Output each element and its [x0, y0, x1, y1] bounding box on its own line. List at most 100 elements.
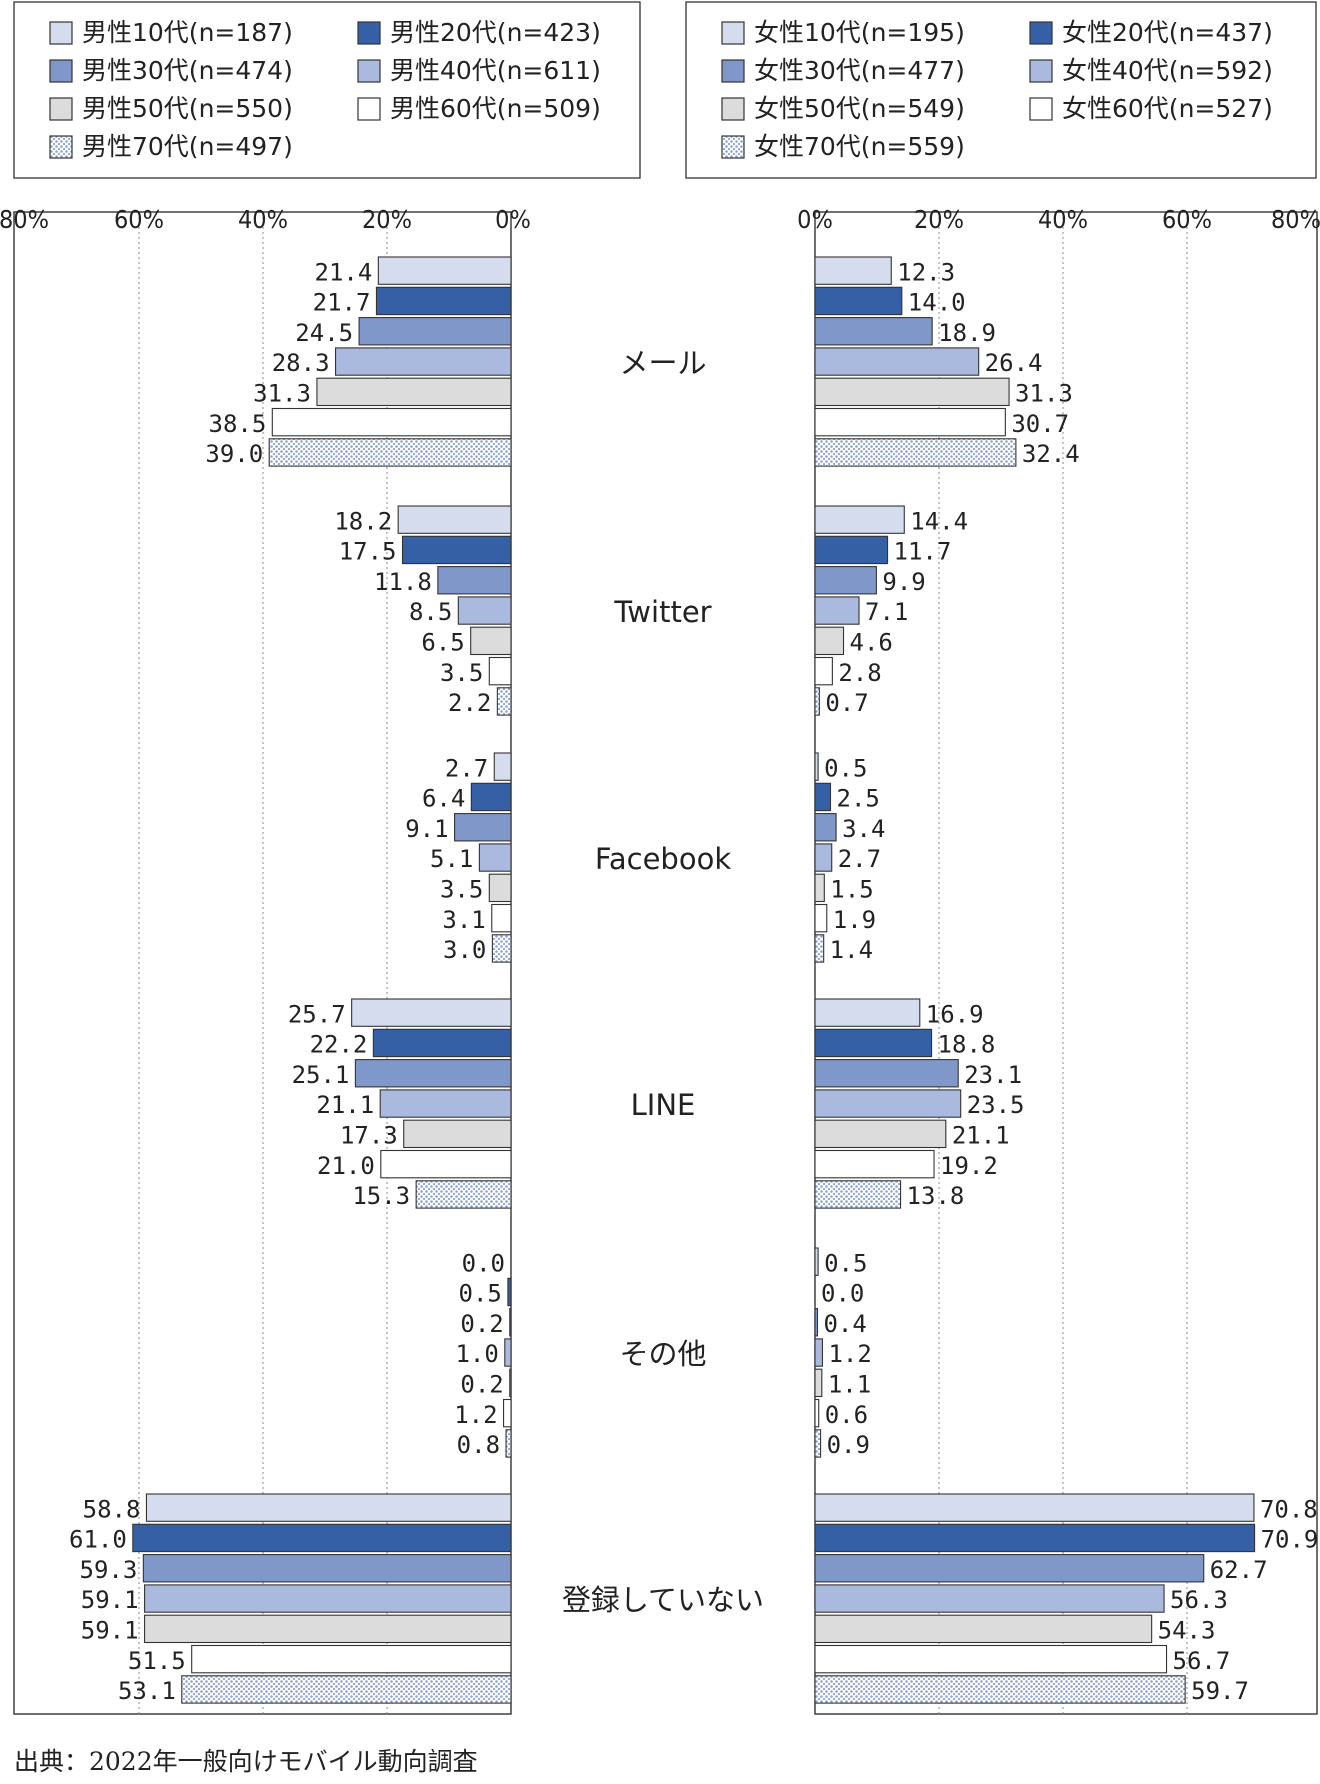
legend-label: 女性20代(n=437)	[1062, 18, 1273, 47]
bar	[814, 1675, 1186, 1704]
bar	[334, 347, 512, 376]
plot-male: 80% 60% 40% 20% 0% 21.4 18.2 2.7 25.7 0.0 58.8 21.7…	[0, 205, 531, 1715]
category-label: Twitter	[613, 595, 711, 629]
legend-swatch	[357, 59, 381, 83]
data-label: 70.8	[1260, 1495, 1318, 1523]
bar	[375, 286, 512, 316]
bar	[354, 1059, 512, 1088]
tick-label: 60%	[114, 205, 164, 234]
data-label: 0.9	[827, 1431, 870, 1459]
bar	[316, 377, 512, 407]
data-label: 22.2	[310, 1031, 368, 1059]
data-label: 18.2	[334, 507, 392, 535]
data-label: 13.8	[907, 1182, 965, 1210]
bar	[814, 1308, 819, 1337]
bar	[372, 1028, 512, 1058]
bar	[814, 998, 921, 1027]
data-label: 18.9	[938, 319, 996, 347]
bar	[814, 1059, 959, 1088]
data-label: 9.9	[882, 568, 925, 596]
bar	[401, 535, 512, 565]
bar	[814, 656, 833, 686]
data-label: 14.4	[910, 507, 968, 535]
bar	[814, 626, 845, 656]
data-label: 19.2	[940, 1152, 998, 1180]
bar	[415, 1180, 512, 1209]
tick-label: 20%	[362, 205, 412, 234]
data-label: 2.8	[838, 659, 881, 687]
legend-label: 男性30代(n=474)	[82, 56, 293, 85]
legend-swatch	[721, 97, 745, 121]
legend-label: 女性30代(n=477)	[754, 56, 965, 85]
bar	[814, 1338, 823, 1367]
data-label: 7.1	[865, 598, 908, 626]
bar	[814, 505, 905, 534]
category-label: Facebook	[595, 842, 731, 876]
legend-female: 女性10代(n=195) 女性20代(n=437) 女性30代(n=477) 女性40…	[685, 1, 1317, 179]
data-label: 1.2	[828, 1340, 871, 1368]
legend-swatch	[721, 21, 745, 45]
bar	[351, 998, 512, 1027]
data-label: 0.5	[459, 1280, 502, 1308]
data-label: 16.9	[926, 1000, 984, 1028]
tick-label: 60%	[1162, 205, 1212, 234]
bar	[488, 656, 512, 686]
legend-label: 女性50代(n=549)	[754, 94, 965, 123]
data-label: 25.1	[292, 1061, 350, 1089]
bar	[814, 782, 832, 812]
bar	[814, 1398, 820, 1428]
legend-label: 男性10代(n=187)	[82, 18, 293, 47]
data-label: 11.7	[894, 538, 952, 566]
bar	[814, 1119, 947, 1149]
data-label: 0.5	[824, 1249, 867, 1277]
bar	[814, 377, 1010, 407]
data-label: 59.1	[81, 1617, 139, 1645]
data-label: 25.7	[288, 1000, 346, 1028]
legend-label: 女性70代(n=559)	[754, 132, 965, 161]
tick-label: 0%	[797, 205, 833, 234]
legend-label: 女性10代(n=195)	[754, 18, 965, 47]
data-label: 1.2	[454, 1401, 497, 1429]
legend-swatch	[49, 59, 73, 83]
bar	[509, 1368, 512, 1398]
legend-box	[13, 1, 641, 179]
data-label: 12.3	[897, 258, 955, 286]
category-label: LINE	[631, 1088, 696, 1122]
bar	[457, 596, 512, 625]
bar	[493, 752, 512, 781]
data-label: 23.1	[964, 1061, 1022, 1089]
data-label: 3.0	[443, 936, 486, 964]
data-label: 70.9	[1261, 1526, 1319, 1554]
bar	[814, 1429, 822, 1458]
bar	[814, 286, 903, 316]
data-label: 0.0	[462, 1249, 505, 1277]
tick-label: 40%	[1038, 205, 1088, 234]
legend-box	[685, 1, 1317, 179]
bar	[509, 1308, 512, 1337]
data-label: 59.7	[1191, 1677, 1249, 1705]
bar	[814, 1523, 1256, 1553]
data-label: 3.1	[442, 906, 485, 934]
bar	[814, 1368, 823, 1398]
bar	[814, 1584, 1165, 1613]
data-label: 31.3	[1015, 380, 1073, 408]
data-label: 3.4	[842, 815, 885, 843]
bar	[504, 1338, 512, 1367]
bar	[814, 596, 860, 625]
data-label: 24.5	[295, 319, 353, 347]
data-label: 15.3	[352, 1182, 410, 1210]
data-label: 1.0	[455, 1340, 498, 1368]
bar	[814, 813, 837, 842]
bar	[478, 843, 512, 872]
bar	[496, 687, 512, 716]
data-label: 5.1	[430, 845, 473, 873]
data-label: 11.8	[374, 568, 432, 596]
bar	[437, 566, 512, 595]
legend-swatch	[49, 135, 73, 159]
category-label: 登録していない	[562, 1583, 764, 1617]
data-label: 28.3	[272, 349, 330, 377]
data-label: 21.7	[313, 289, 371, 317]
legend-male: 男性10代(n=187) 男性20代(n=423) 男性30代(n=474) 男性40…	[13, 1, 641, 179]
bar	[814, 903, 828, 933]
